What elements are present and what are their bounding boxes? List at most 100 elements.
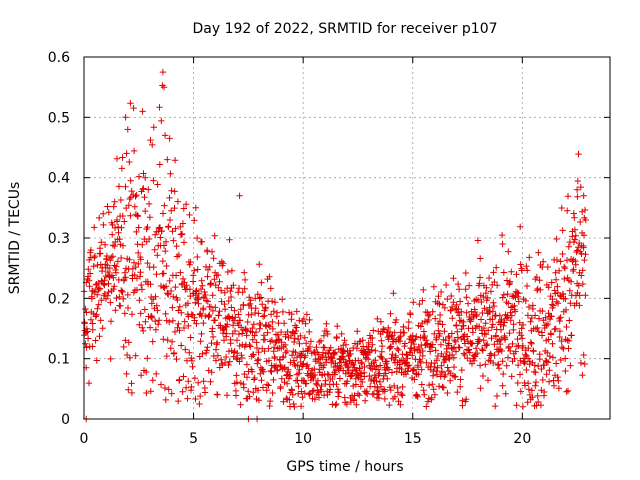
data-point xyxy=(429,372,437,379)
data-point xyxy=(423,337,430,344)
data-point xyxy=(423,403,430,410)
data-point xyxy=(515,290,522,297)
data-point xyxy=(247,343,254,350)
data-point xyxy=(123,150,130,157)
data-point xyxy=(463,333,471,340)
data-point xyxy=(263,387,270,394)
data-point xyxy=(368,346,375,354)
data-point xyxy=(561,275,568,283)
data-point xyxy=(348,370,356,377)
data-point xyxy=(179,220,187,227)
data-point xyxy=(564,387,572,395)
data-point xyxy=(432,315,439,322)
data-point xyxy=(546,315,554,323)
data-point xyxy=(438,368,446,375)
data-point xyxy=(246,393,253,400)
data-point xyxy=(428,344,436,351)
data-point xyxy=(223,392,231,399)
data-point xyxy=(145,186,152,193)
data-point xyxy=(146,324,154,331)
data-point xyxy=(198,238,206,245)
data-point xyxy=(490,302,498,310)
data-point xyxy=(128,311,136,318)
data-point xyxy=(128,187,135,195)
data-point xyxy=(212,304,219,311)
data-point xyxy=(136,297,143,304)
data-point xyxy=(455,286,463,293)
data-point xyxy=(543,371,550,378)
data-point xyxy=(436,330,443,337)
data-point xyxy=(361,397,369,404)
data-point xyxy=(93,311,100,318)
data-point xyxy=(436,300,443,308)
data-point xyxy=(285,366,292,373)
data-point xyxy=(206,311,213,319)
data-point xyxy=(233,354,240,362)
data-point xyxy=(290,400,297,408)
data-point xyxy=(346,347,353,354)
data-point xyxy=(173,355,180,363)
data-point xyxy=(464,354,471,362)
data-point xyxy=(260,368,267,375)
data-point xyxy=(86,270,94,277)
data-point xyxy=(421,391,428,398)
data-point xyxy=(225,361,232,369)
data-point xyxy=(237,306,244,313)
data-point xyxy=(354,328,361,335)
data-point xyxy=(171,188,178,195)
data-point xyxy=(94,305,101,312)
data-point xyxy=(524,312,532,319)
data-point xyxy=(331,371,339,378)
data-point xyxy=(529,394,536,401)
data-point xyxy=(193,320,200,327)
data-point xyxy=(236,358,243,365)
data-point xyxy=(172,225,179,232)
data-point xyxy=(228,304,235,311)
data-point xyxy=(581,360,588,368)
data-point xyxy=(326,389,333,396)
data-point xyxy=(405,325,412,332)
data-point xyxy=(334,322,341,330)
data-point xyxy=(237,401,244,408)
data-point xyxy=(524,380,532,387)
data-point xyxy=(291,403,298,411)
data-point xyxy=(394,345,401,352)
data-point xyxy=(132,263,139,271)
data-point xyxy=(523,262,530,270)
data-point xyxy=(162,238,170,245)
data-point xyxy=(93,281,100,288)
data-point xyxy=(517,357,524,364)
data-point xyxy=(158,227,165,235)
data-point xyxy=(518,332,525,339)
data-point xyxy=(378,348,385,355)
data-point xyxy=(182,201,190,208)
data-point xyxy=(391,393,399,400)
data-point xyxy=(485,327,492,334)
data-point xyxy=(444,389,451,397)
data-point xyxy=(564,193,572,200)
data-point xyxy=(149,338,156,345)
data-point xyxy=(577,183,584,191)
data-point xyxy=(164,336,171,344)
data-point xyxy=(296,317,303,324)
data-point xyxy=(255,397,263,404)
data-point xyxy=(333,400,340,408)
data-point xyxy=(333,381,340,388)
data-point xyxy=(82,340,89,347)
data-point xyxy=(304,361,311,368)
data-point xyxy=(565,243,572,250)
data-point xyxy=(559,290,567,298)
data-point xyxy=(477,255,484,262)
y-tick-label: 0.4 xyxy=(48,171,70,187)
data-point xyxy=(171,204,178,212)
data-point xyxy=(164,156,171,163)
data-point xyxy=(155,317,163,324)
data-point xyxy=(156,161,163,168)
data-point xyxy=(525,303,533,311)
data-point xyxy=(369,334,376,342)
data-point xyxy=(333,333,340,341)
data-point xyxy=(365,339,372,346)
data-point xyxy=(519,335,526,342)
data-point xyxy=(387,343,395,350)
data-point xyxy=(214,271,222,279)
